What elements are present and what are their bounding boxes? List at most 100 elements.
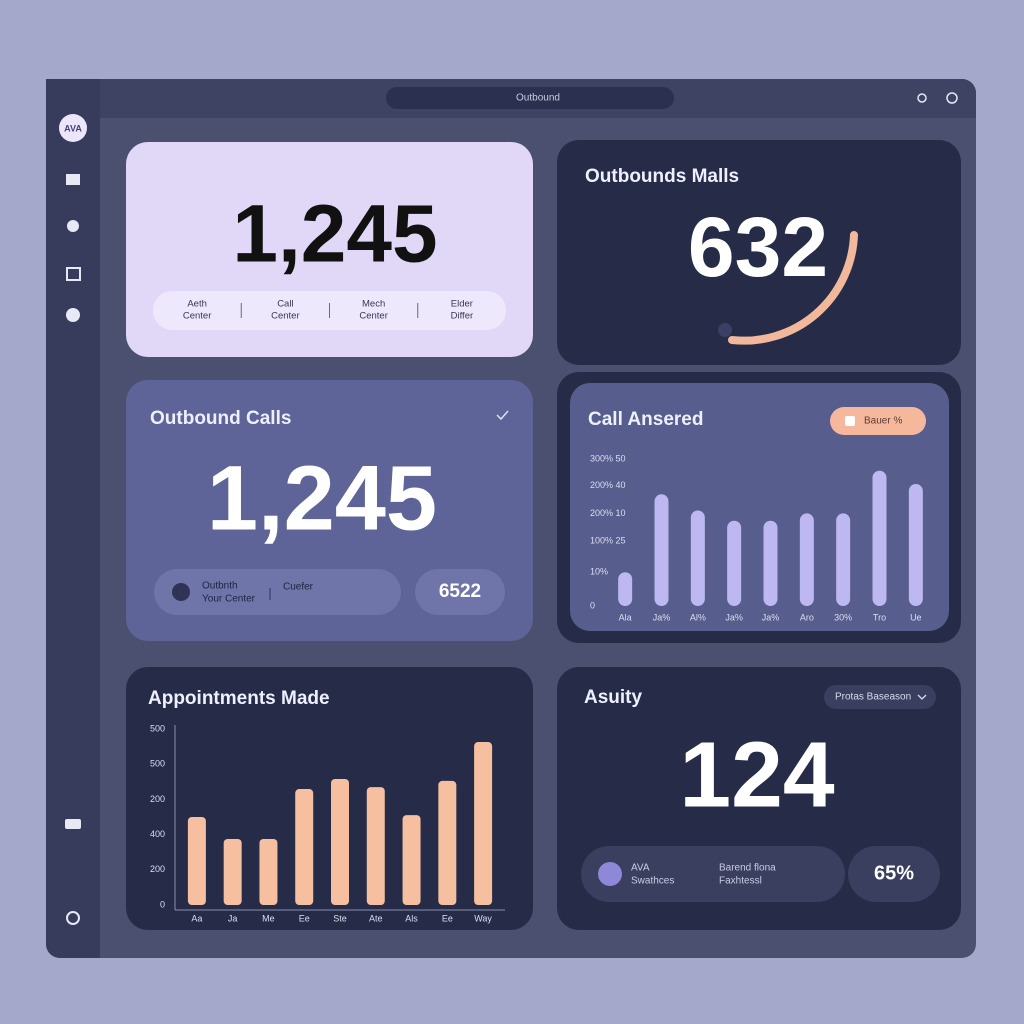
malls-card	[557, 140, 961, 365]
pill-text: AVA	[631, 863, 650, 874]
chevron	[917, 694, 927, 700]
dropdown[interactable]	[824, 685, 936, 709]
x-tick-label: Ee	[299, 913, 310, 923]
pill-icon	[172, 583, 190, 601]
bar	[331, 778, 349, 905]
x-tick-label: Aa	[191, 913, 202, 923]
sidebar-corner	[46, 79, 100, 118]
x-tick-label: Als	[405, 913, 418, 923]
avatar-text: AVA	[64, 123, 82, 133]
y-tick-label: 500	[150, 759, 165, 769]
y-tick-label: 100% 25	[590, 536, 626, 546]
x-tick-label: Ee	[442, 913, 453, 923]
x-tick-label: Ja%	[653, 612, 671, 622]
nav-icon[interactable]	[66, 308, 80, 322]
y-tick-label: 200	[150, 794, 165, 804]
search-bar[interactable]	[386, 87, 674, 109]
activity-value: 124	[679, 723, 834, 827]
y-tick-label: 400	[150, 829, 165, 839]
malls-value: 632	[688, 200, 828, 294]
item-text: Aeth	[187, 299, 207, 310]
x-tick-label: Al%	[690, 612, 706, 622]
item-text: Center	[183, 311, 212, 322]
x-tick-label: Ste	[333, 913, 347, 923]
bar	[763, 520, 778, 606]
card-title: Asuity	[584, 687, 643, 708]
sidebar	[46, 118, 100, 958]
item-text: Mech	[362, 299, 385, 310]
nav-icon[interactable]	[66, 911, 80, 925]
item-text: Differ	[451, 311, 474, 322]
dropdown-text: Protas Baseason	[835, 692, 911, 703]
calls-side-pill	[415, 569, 505, 615]
nav-icon[interactable]	[67, 220, 79, 232]
x-tick-label: Tro	[873, 612, 886, 622]
item-text: Center	[271, 311, 300, 322]
badge-icon	[845, 416, 855, 426]
card-title: Outbounds Malls	[585, 166, 739, 187]
x-tick-label: Ate	[369, 913, 383, 923]
bar	[836, 513, 851, 606]
nav-icon[interactable]	[65, 819, 81, 829]
pill-text: Barend flona	[719, 863, 776, 874]
nav-icon[interactable]	[66, 174, 80, 185]
bar	[295, 789, 314, 905]
x-tick-label: Ja%	[762, 612, 780, 622]
calls-side-value: 6522	[439, 581, 481, 602]
x-tick-label: 30%	[834, 612, 852, 622]
bar	[908, 483, 923, 606]
x-tick-label: Way	[474, 913, 492, 923]
bar	[259, 839, 278, 905]
activity-side-value: 65%	[874, 862, 914, 884]
y-tick-label: 500	[150, 723, 165, 733]
bar	[366, 787, 385, 905]
answered-chart: 0 10% 100% 25 200% 10 200% 40 300% 50 Ala Ja% Al…	[590, 453, 923, 622]
bar	[187, 817, 206, 905]
y-tick-label: 200	[150, 864, 165, 874]
x-tick-label: Ue	[910, 612, 922, 622]
appointments-chart: 0 200 400 200 500 500 Aa Ja Me Ee Ste Ate Als Ee Way	[150, 723, 492, 923]
bar	[438, 780, 457, 905]
y-tick-label: 10%	[590, 567, 608, 577]
pill-text: Cuefer	[283, 582, 314, 593]
x-tick-label: Ja	[228, 913, 238, 923]
y-tick-label: 300% 50	[590, 453, 626, 463]
card-title: Call Ansered	[588, 409, 703, 430]
nav-icon[interactable]	[66, 267, 81, 281]
check-icon[interactable]	[496, 410, 509, 421]
activity-pill	[581, 846, 845, 902]
card-title: Outbound Calls	[150, 408, 291, 429]
avatar[interactable]	[59, 114, 87, 142]
pill-text: Outbnth	[202, 581, 238, 592]
item-text: Elder	[451, 299, 473, 310]
bar	[727, 520, 742, 606]
progress-arc	[728, 231, 858, 345]
bar	[872, 470, 887, 606]
badge-text: Bauer %	[864, 416, 902, 427]
bar	[474, 742, 493, 905]
y-tick-label: 200% 10	[590, 508, 626, 518]
bar	[402, 815, 421, 905]
pill-avatar	[598, 862, 622, 886]
x-tick-label: Aro	[800, 612, 814, 622]
y-tick-label: 0	[590, 600, 595, 610]
x-tick-label: Me	[262, 913, 275, 923]
y-tick-label: 0	[160, 899, 165, 909]
window-button[interactable]	[917, 93, 927, 103]
bar	[690, 510, 705, 606]
pill-text: Your Center	[202, 594, 256, 605]
calls-value: 1,245	[207, 447, 437, 549]
total-items: AethCenterCallCenterMechCenterElderDiffe…	[183, 299, 473, 322]
card-title: Appointments Made	[148, 688, 330, 709]
bar	[618, 572, 633, 606]
item-text: Center	[359, 311, 388, 322]
activity-side-pill	[848, 846, 940, 902]
item-text: Call	[277, 299, 293, 310]
window-button[interactable]	[946, 92, 958, 104]
answered-badge[interactable]	[830, 407, 926, 435]
x-tick-label: Ala	[619, 612, 632, 622]
search-text: Outbound	[516, 93, 560, 104]
y-tick-label: 200% 40	[590, 480, 626, 490]
pill-text: Swathces	[631, 876, 674, 887]
